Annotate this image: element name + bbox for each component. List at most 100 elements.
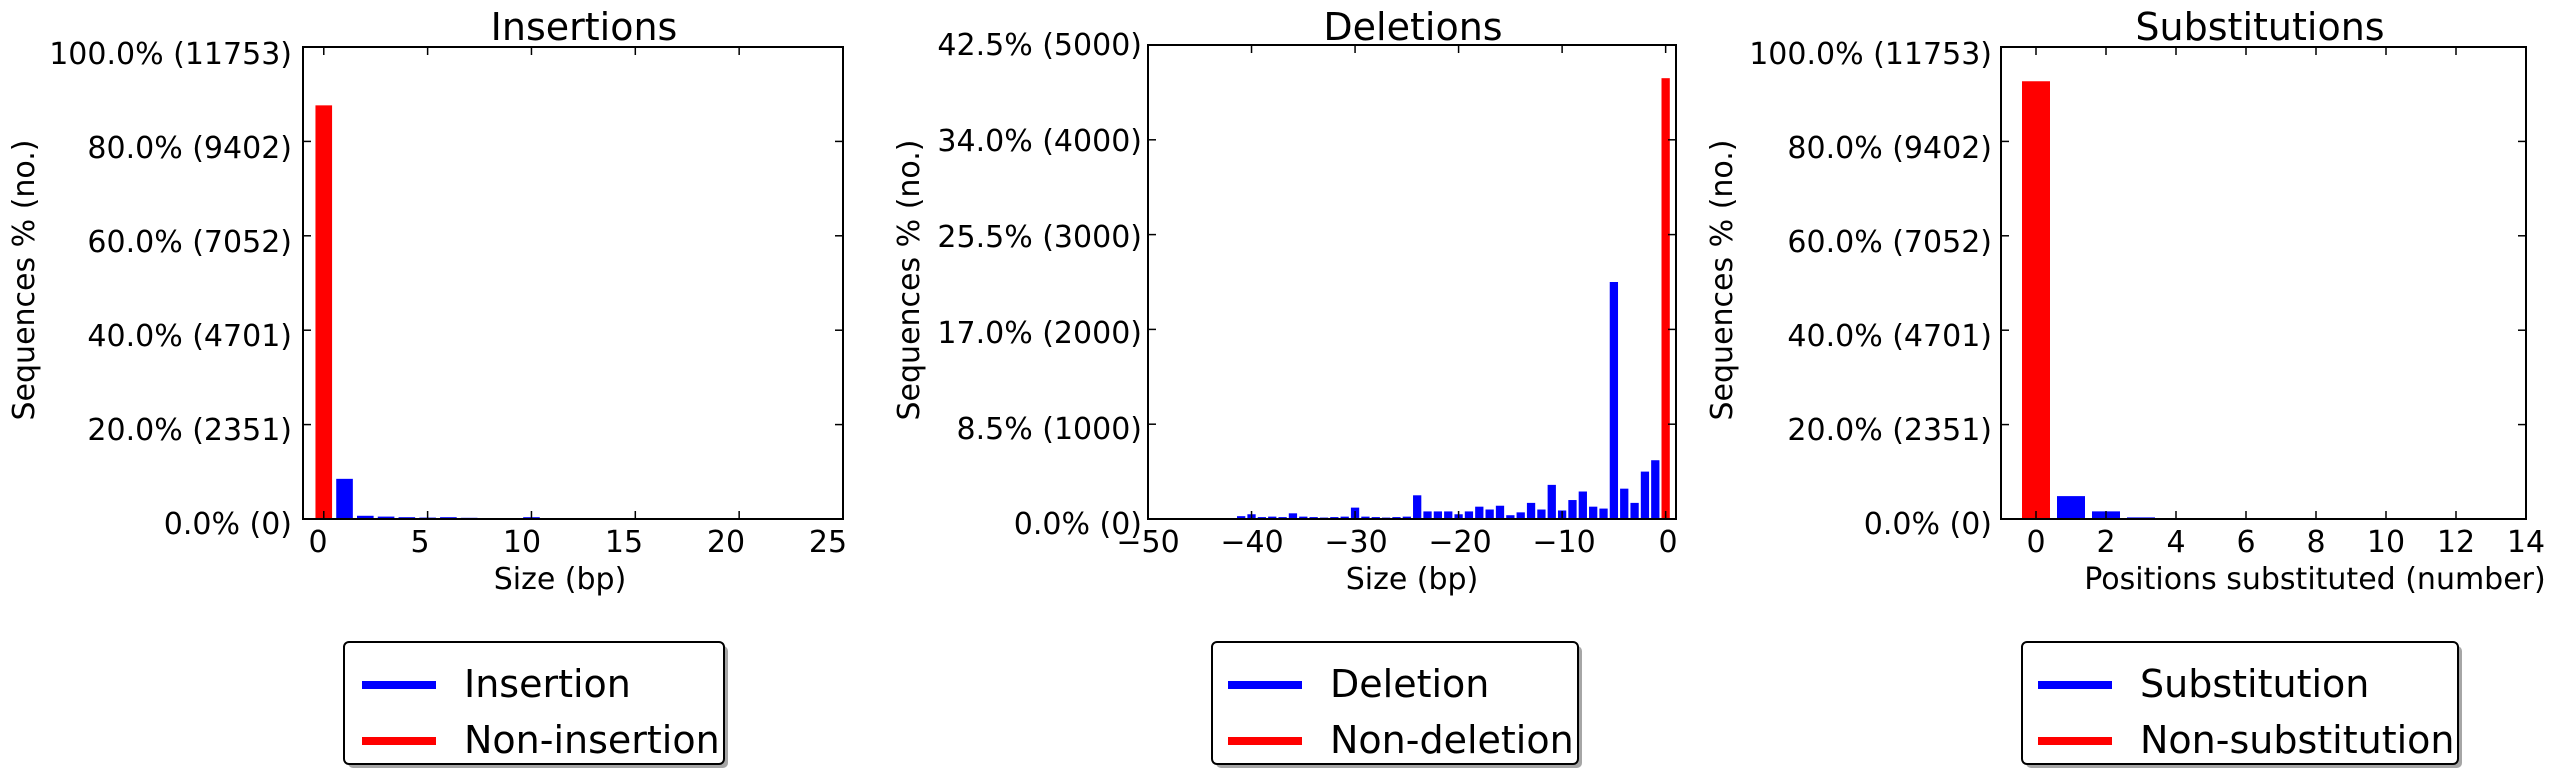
y-axis-label: Sequences % (no.) — [892, 140, 927, 421]
bar — [1661, 78, 1670, 520]
bar — [357, 515, 374, 519]
x-tick-label: 25 — [809, 525, 847, 560]
y-tick-labels: 0.0% (0) 20.0% (2351) 40.0% (4701) 60.0%… — [49, 37, 292, 542]
legend-substitutions: Substitution Non-substitution — [2021, 641, 2462, 768]
y-tick-label: 0.0% (0) — [1864, 507, 1992, 542]
x-axis-label: Size (bp) — [494, 562, 627, 597]
plot-area — [2000, 46, 2527, 520]
x-tick-label: 2 — [2096, 525, 2115, 560]
legend-deletions: Deletion Non-deletion — [1211, 641, 1582, 768]
series-non-deletion — [1661, 78, 1670, 520]
bar — [1288, 513, 1298, 519]
plot-background — [303, 47, 843, 519]
bar — [1475, 506, 1484, 519]
bar — [1433, 511, 1443, 519]
y-tick-labels: 0.0% (0) 8.5% (1000) 17.0% (2000) 25.5% … — [937, 28, 1142, 542]
plot-area — [302, 46, 844, 520]
bar — [1547, 484, 1556, 519]
x-tick-label: −10 — [1532, 525, 1595, 560]
x-tick-label: 0 — [2026, 525, 2045, 560]
bar — [336, 478, 353, 519]
bar — [1516, 512, 1525, 519]
y-tick-label: 20.0% (2351) — [1787, 413, 1992, 448]
chart-deletions: Deletions Sequences % (no.) Size (bp) 0.… — [892, 5, 1678, 768]
chart-title: Insertions — [491, 5, 678, 49]
y-tick-label: 100.0% (11753) — [1749, 37, 1992, 72]
bar — [1537, 509, 1546, 519]
legend-insertions: Insertion Non-insertion — [343, 641, 728, 768]
x-tick-label: 10 — [503, 525, 541, 560]
plot-frame — [2000, 46, 2527, 520]
x-tick-labels: −50 −40 −30 −20 −10 0 — [1116, 525, 1677, 560]
y-tick-label: 0.0% (0) — [1014, 507, 1142, 542]
y-tick-label: 42.5% (5000) — [937, 28, 1142, 63]
chart-substitutions: Substitutions Sequences % (no.) Position… — [1705, 5, 2546, 768]
x-tick-label: 20 — [707, 525, 745, 560]
plot-frame — [1147, 44, 1677, 520]
y-tick-label: 17.0% (2000) — [937, 316, 1142, 351]
y-tick-label: 60.0% (7052) — [1787, 225, 1992, 260]
plot-area — [1147, 44, 1677, 520]
bar — [377, 516, 395, 519]
series-non-insertion — [315, 105, 333, 519]
y-tick-label: 0.0% (0) — [164, 507, 292, 542]
bar — [1299, 516, 1308, 519]
bar — [1495, 505, 1505, 519]
bar — [315, 105, 333, 519]
bar — [1589, 506, 1598, 519]
legend-label: Deletion — [1330, 662, 1489, 706]
legend-label: Substitution — [2140, 662, 2369, 706]
plot-background — [1148, 45, 1676, 519]
bar — [1620, 488, 1629, 519]
y-axis-label: Sequences % (no.) — [7, 140, 42, 421]
bar — [1413, 495, 1422, 519]
x-tick-label: 0 — [1658, 525, 1677, 560]
bar — [2057, 496, 2085, 519]
y-tick-labels: 0.0% (0) 20.0% (2351) 40.0% (4701) 60.0%… — [1749, 37, 1992, 542]
chart-title: Deletions — [1323, 5, 1502, 49]
x-tick-label: 8 — [2306, 525, 2325, 560]
chart-insertions: Insertions Sequences % (no.) Size (bp) 0… — [7, 5, 847, 768]
x-tick-label: 0 — [308, 525, 327, 560]
y-tick-label: 80.0% (9402) — [87, 131, 292, 166]
y-tick-label: 60.0% (7052) — [87, 225, 292, 260]
bar — [1506, 515, 1515, 519]
x-tick-label: 14 — [2507, 525, 2545, 560]
y-tick-label: 40.0% (4701) — [1787, 319, 1992, 354]
bar — [1640, 471, 1650, 519]
bar — [1361, 516, 1370, 519]
legend-box — [1211, 641, 1579, 765]
x-tick-label: 10 — [2367, 525, 2405, 560]
y-tick-label: 34.0% (4000) — [937, 124, 1142, 159]
bar — [1526, 502, 1536, 519]
legend-label: Non-deletion — [1330, 718, 1574, 762]
bar — [1630, 502, 1639, 519]
x-tick-label: 5 — [410, 525, 429, 560]
bar — [1599, 508, 1608, 519]
x-tick-label: −20 — [1428, 525, 1491, 560]
x-tick-label: −30 — [1324, 525, 1387, 560]
y-tick-label: 8.5% (1000) — [956, 412, 1142, 447]
bar — [1568, 500, 1577, 519]
x-tick-labels: 0 5 10 15 20 25 — [308, 525, 847, 560]
y-tick-label: 40.0% (4701) — [87, 319, 292, 354]
plot-frame — [302, 46, 844, 520]
legend-label: Non-insertion — [464, 718, 720, 762]
bar — [1578, 491, 1587, 519]
plot-background — [2001, 47, 2526, 519]
x-axis-label: Positions substituted (number) — [2084, 562, 2545, 597]
bar — [1444, 511, 1453, 519]
bar — [1402, 516, 1411, 519]
bar — [1464, 511, 1474, 519]
bar — [1237, 516, 1246, 519]
series-non-substitution — [2022, 81, 2050, 520]
x-tick-label: −40 — [1220, 525, 1283, 560]
bar — [1340, 516, 1349, 519]
x-tick-label: 15 — [605, 525, 643, 560]
legend-label: Insertion — [464, 662, 631, 706]
x-tick-label: 6 — [2236, 525, 2255, 560]
bar — [1651, 460, 1660, 519]
bar — [1423, 511, 1432, 519]
y-tick-label: 100.0% (11753) — [49, 37, 292, 72]
